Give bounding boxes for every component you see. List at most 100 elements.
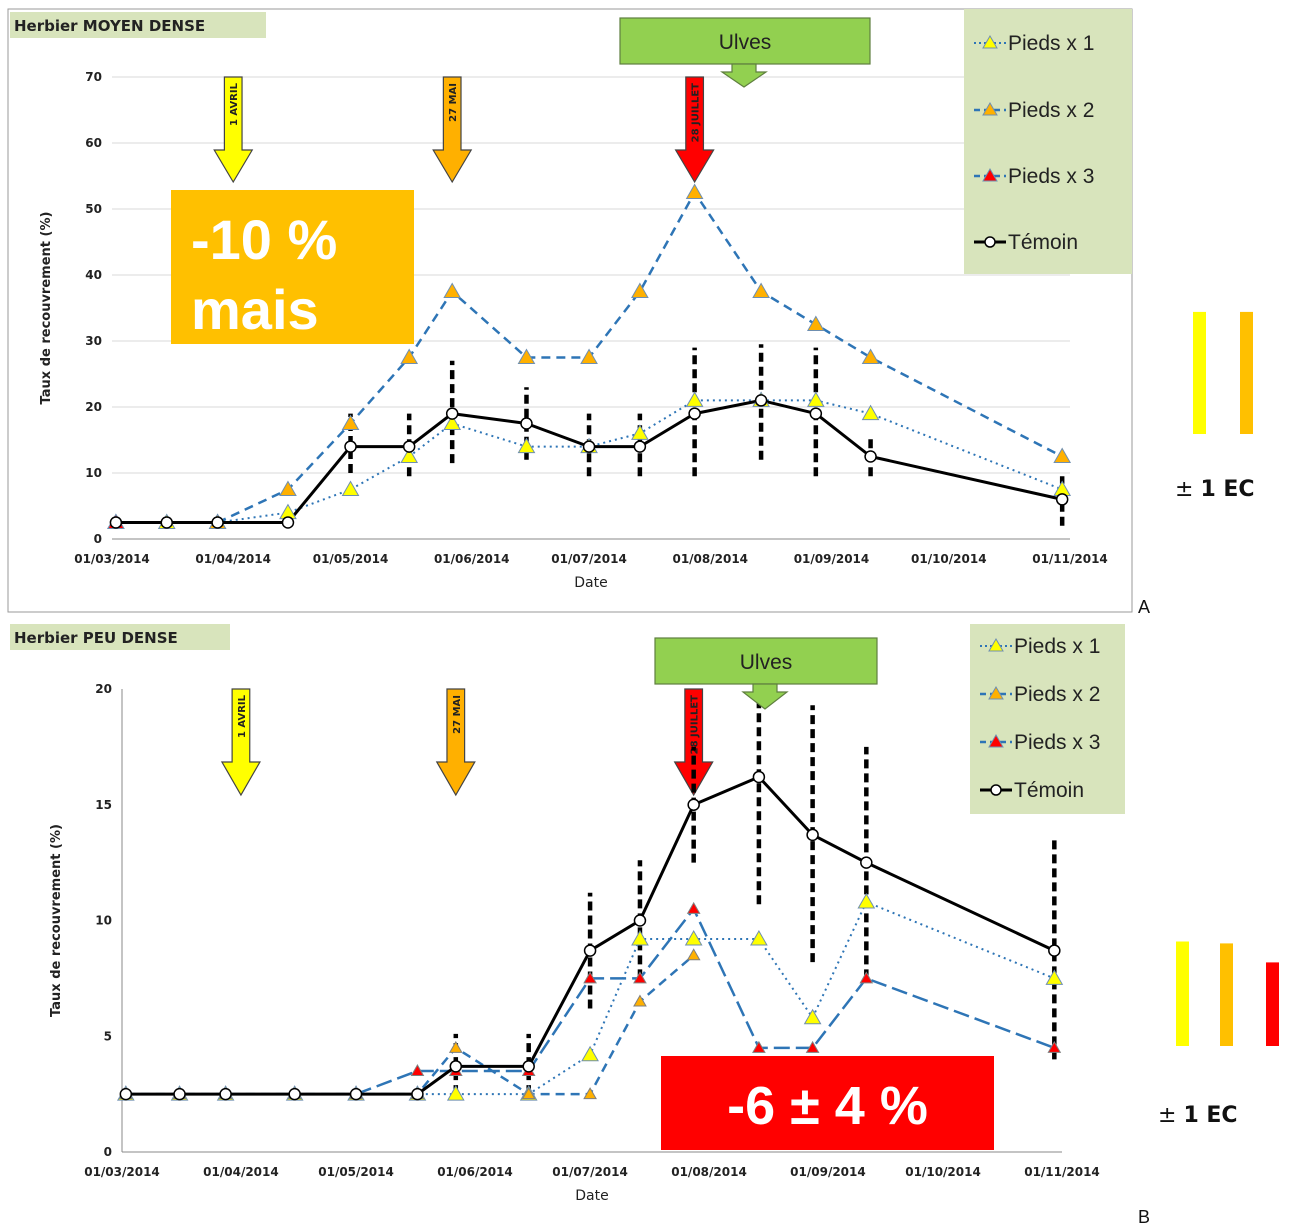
chart2-point-temoin	[522, 1060, 535, 1073]
chart1-ytick-label: 70	[85, 70, 102, 84]
chart2-date-arrow-label: 28 JUILLET	[690, 695, 701, 755]
chart1-point-pieds-x2	[806, 315, 825, 331]
chart2-point-pieds-x3	[752, 1040, 766, 1053]
chart1-point-temoin	[864, 450, 877, 463]
chart1-legend-swatch-marker	[982, 35, 998, 49]
chart2-point-temoin	[288, 1087, 301, 1101]
chart1-date-arrow-label: 28 JUILLET	[691, 83, 702, 143]
chart1-point-pieds-x1	[341, 480, 360, 496]
chart2-ytick-label: 10	[95, 914, 112, 928]
chart1-point-pieds-x2	[400, 348, 419, 364]
chart2-ulves-label: Ulves	[740, 651, 793, 674]
chart2-xtick-label: 01/11/2014	[1024, 1165, 1100, 1179]
chart1-annotation-box	[171, 190, 414, 344]
panel-b-title-bg	[10, 624, 230, 650]
chart2-point-pieds-x1	[446, 1085, 465, 1101]
chart1-ytick-label: 10	[85, 466, 102, 480]
chart1-ec-pm: ±	[1175, 477, 1200, 502]
chart2-xtick-label: 01/06/2014	[437, 1165, 513, 1179]
chart2-ulves-box	[654, 637, 878, 685]
chart2-point-pieds-x1	[684, 930, 703, 946]
chart1-point-pieds-x2	[631, 282, 649, 298]
chart2-point-pieds-x1	[1045, 969, 1064, 985]
chart1-point-pieds-x2	[685, 183, 704, 199]
chart2-date-arrow-label: 27 MAI	[452, 695, 463, 734]
chart2-point-pieds-x2	[521, 1087, 536, 1100]
chart2-point-temoin	[119, 1087, 133, 1101]
chart1-legend-entry: Pieds x 2	[1008, 99, 1094, 122]
chart1-ytick-label: 40	[85, 268, 102, 282]
chart1-date-arrow-label: 1 AVRIL	[229, 82, 240, 126]
chart2-point-pieds-x1	[750, 930, 768, 946]
chart2-point-temoin	[752, 770, 766, 784]
chart2-xtick-label: 01/04/2014	[203, 1165, 279, 1179]
panel-a-title-bg	[10, 12, 266, 38]
chart2-ytick-label: 0	[104, 1145, 112, 1159]
chart2-ytick-label: 20	[95, 682, 112, 696]
chart2-point-pieds-x2	[686, 948, 701, 961]
chart1-xtick-label: 01/08/2014	[672, 552, 748, 566]
chart1-point-pieds-x1	[806, 391, 825, 407]
chart2-xtick-label: 01/08/2014	[671, 1165, 747, 1179]
chart1-ulves-box	[619, 17, 871, 65]
chart1-date-arrow-label: 27 MAI	[448, 83, 459, 122]
chart2-xtick-label: 01/09/2014	[790, 1165, 866, 1179]
chart1-point-temoin	[809, 407, 823, 420]
chart2-ec-pm: ±	[1158, 1103, 1183, 1128]
chart2-point-temoin	[583, 944, 597, 957]
chart2-point-pieds-x1	[631, 930, 649, 946]
chart2-point-pieds-x2	[448, 1040, 463, 1053]
chart2-point-pieds-x3	[583, 971, 597, 984]
chart1-ytick-label: 20	[85, 400, 102, 414]
chart2-ulves-arrow	[741, 683, 789, 710]
chart1-ulves-label: Ulves	[719, 31, 772, 54]
chart1-legend-swatch-marker	[982, 102, 998, 116]
chart2-point-temoin	[860, 856, 873, 869]
chart1-legend-bg	[964, 9, 1132, 274]
chart1-point-temoin	[520, 417, 533, 430]
chart2-point-pieds-x1	[803, 1008, 822, 1025]
chart2-point-pieds-x3	[805, 1040, 820, 1053]
chart2-annotation-line1: -6 ± 4 %	[727, 1076, 928, 1136]
chart2-point-pieds-x3	[410, 1063, 425, 1076]
chart1-legend-swatch-marker	[982, 168, 998, 182]
chart2-legend-entry: Témoin	[1014, 779, 1084, 802]
chart1-point-temoin	[445, 407, 459, 420]
chart1-point-pieds-x1	[400, 447, 419, 463]
chart2-point-pieds-x3	[859, 971, 874, 984]
chart2-ec-bar	[1266, 962, 1279, 1046]
chart1-xtick-label: 01/11/2014	[1032, 552, 1108, 566]
chart1-ec-bar	[1240, 311, 1253, 434]
chart2-point-pieds-x3	[1047, 1040, 1062, 1053]
chart1-ulves-arrow	[720, 63, 768, 88]
chart1-xtick-label: 01/09/2014	[794, 552, 870, 566]
chart2-legend-entry: Pieds x 1	[1014, 635, 1100, 658]
chart1-ytick-label: 60	[85, 136, 102, 150]
chart1-xlabel: Date	[574, 575, 607, 591]
chart2-xtick-label: 01/07/2014	[552, 1165, 628, 1179]
chart1-ec-label: ± 1 EC	[1175, 477, 1255, 502]
chart1-point-pieds-x2	[861, 348, 880, 364]
chart2-point-pieds-x2	[633, 994, 647, 1007]
chart1-point-pieds-x2	[443, 282, 462, 298]
panel-b-title: Herbier PEU DENSE	[14, 629, 178, 647]
chart1-annotation-line1: -10 %	[191, 208, 337, 271]
chart1-point-temoin	[160, 516, 173, 529]
chart2-date-arrow	[435, 688, 476, 797]
chart1-point-pieds-x2	[341, 414, 360, 430]
chart2-xlabel: Date	[575, 1188, 608, 1204]
chart1-point-temoin	[402, 440, 416, 453]
chart2-point-temoin	[687, 798, 700, 811]
chart1-xtick-label: 01/06/2014	[434, 552, 510, 566]
chart1-point-pieds-x1	[861, 404, 880, 421]
chart1-point-pieds-x1	[685, 391, 704, 407]
chart1-point-temoin	[211, 516, 224, 529]
chart2-ec-bar	[1220, 943, 1233, 1046]
chart2-ylabel: Taux de recouvrement (%)	[49, 824, 64, 1017]
chart2-date-arrow	[673, 688, 714, 797]
chart1-ec-text: 1 EC	[1200, 477, 1254, 502]
chart1-point-temoin	[344, 440, 357, 453]
chart1-xtick-label: 01/10/2014	[911, 552, 987, 566]
chart2-point-pieds-x3	[686, 901, 701, 914]
chart1-point-pieds-x1	[443, 414, 462, 430]
